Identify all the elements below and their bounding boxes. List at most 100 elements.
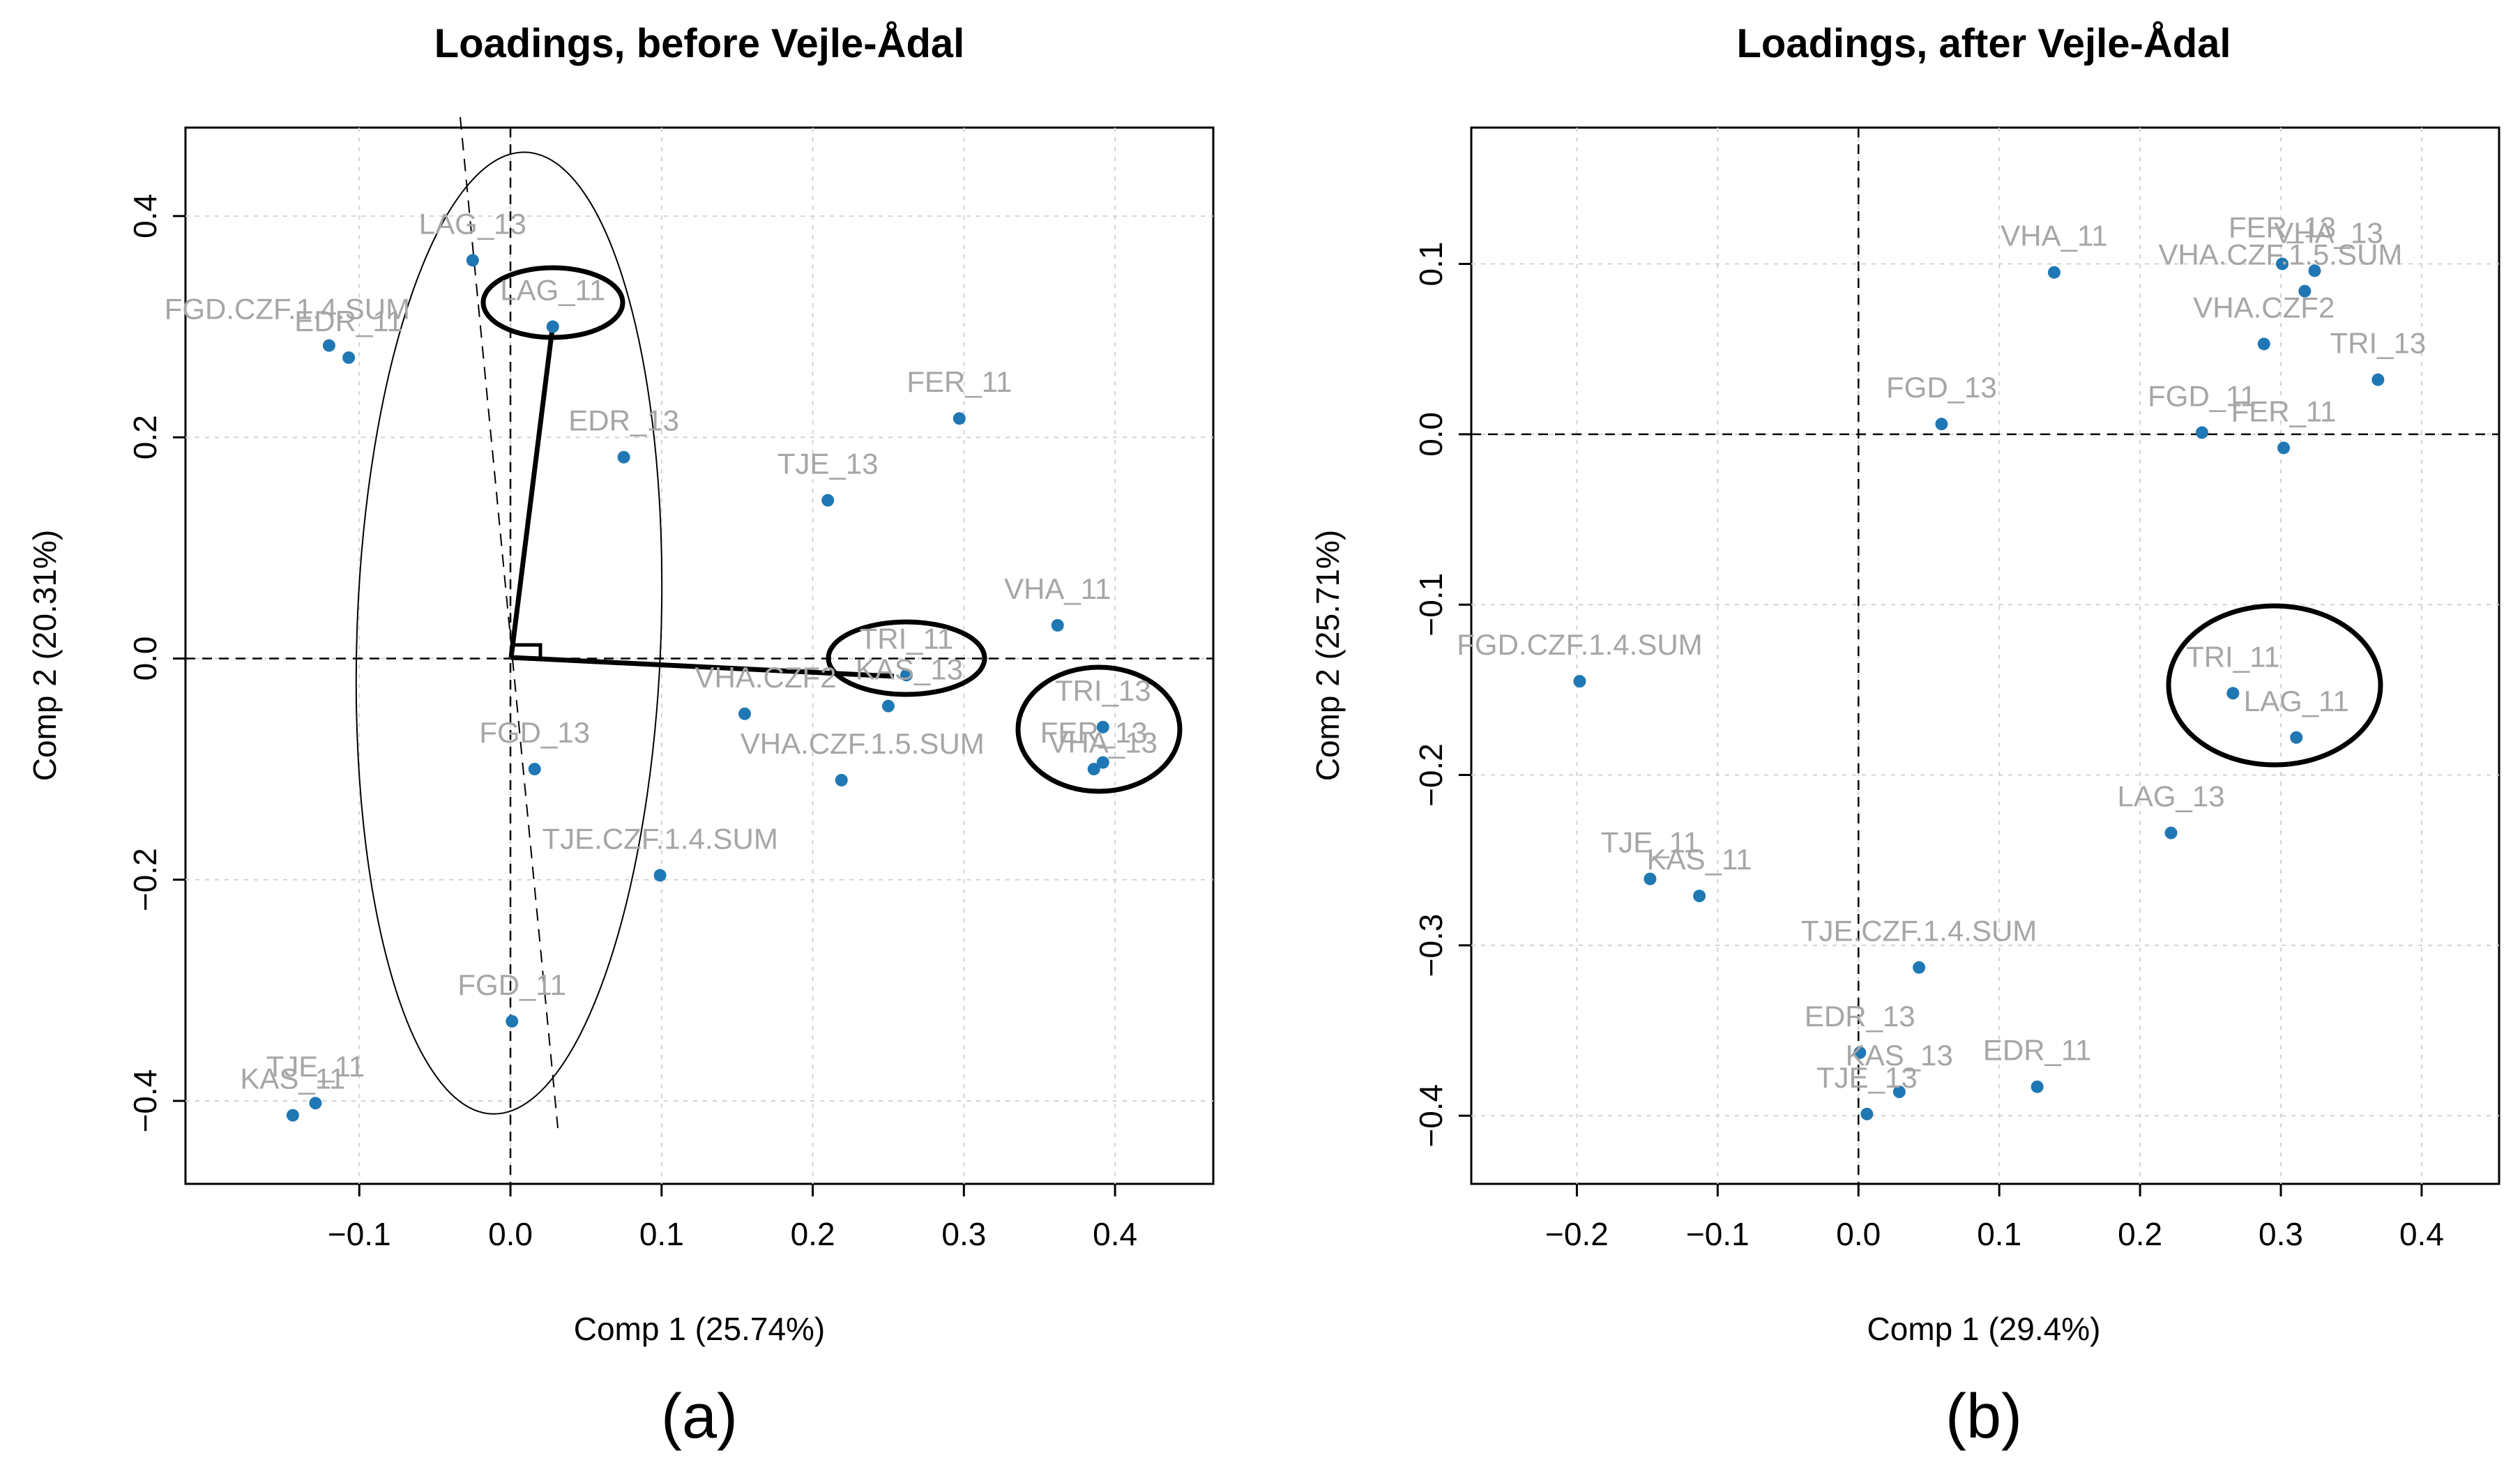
- panel-b-x-tick-label: −0.1: [1686, 1216, 1749, 1252]
- data-point: [1051, 618, 1064, 632]
- panel-b-x-tick-label: 0.3: [2259, 1216, 2303, 1252]
- panel-b-chart: Loadings, after Vejle-Ådal VHA_11 FER_13V…: [1310, 21, 2500, 1452]
- data-point: [821, 494, 835, 507]
- point-label: VHA.CZF.1.5.SUM: [741, 727, 985, 760]
- point-label: VHA.CZF2: [695, 661, 837, 694]
- panel-a-y-tick-label: −0.4: [127, 1070, 163, 1133]
- panel-a-annotations: [355, 116, 1183, 1129]
- panel-a-circle-tri11: [826, 619, 987, 697]
- panel-b-circle-tri11-lag11: [2166, 603, 2383, 768]
- panel-b-y-tick-label: −0.4: [1413, 1084, 1449, 1148]
- data-point: [2164, 826, 2178, 839]
- panel-b-title: Loadings, after Vejle-Ådal: [1736, 21, 2231, 66]
- panel-b-y-tick-label: −0.1: [1413, 573, 1449, 637]
- data-point: [617, 450, 630, 464]
- point-label: VHA.CZF.1.5.SUM: [2158, 238, 2402, 271]
- panel-a-right-angle-mark: [513, 643, 542, 659]
- panel-a-reference-lines: [185, 128, 1213, 1184]
- data-point: [2277, 441, 2291, 455]
- panel-b-reference-lines: [1471, 128, 2499, 1184]
- point-label: FER_13: [2229, 211, 2336, 243]
- data-point: [2031, 1080, 2044, 1093]
- point-label: TRI_13: [2330, 327, 2426, 360]
- panel-a-x-tick-label: 0.1: [639, 1216, 684, 1252]
- point-label: FGD_11: [2148, 379, 2256, 412]
- data-point: [546, 320, 559, 333]
- point-label: TRI_13: [1055, 674, 1151, 707]
- point-label: TRI_11: [2186, 640, 2280, 673]
- point-label: KAS_11: [1647, 843, 1752, 876]
- data-point: [322, 339, 335, 352]
- panel-a-x-tick-label: 0.4: [1093, 1216, 1137, 1252]
- point-label: EDR_11: [294, 305, 403, 337]
- panel-b-y-tick-label: −0.2: [1413, 743, 1449, 807]
- data-point: [653, 869, 667, 882]
- point-label: FGD_11: [457, 968, 566, 1001]
- data-point: [1096, 720, 1109, 733]
- panel-b-y-tick-label: 0.0: [1413, 412, 1449, 457]
- panel-a-y-tick-label: 0.0: [127, 636, 163, 680]
- point-label: VHA_13: [1049, 726, 1157, 759]
- data-point: [1892, 1086, 1906, 1099]
- data-point: [2047, 266, 2060, 279]
- data-point: [2195, 426, 2208, 439]
- point-label: VHA_11: [2001, 220, 2107, 252]
- panel-a-x-tick-label: 0.3: [941, 1216, 986, 1252]
- point-label: KAS_13: [856, 653, 963, 686]
- panel-a-grid: [185, 128, 1213, 1184]
- data-point: [1087, 763, 1100, 776]
- point-label: TJE_11: [1601, 826, 1700, 859]
- point-label: FER_13: [1040, 716, 1148, 749]
- point-label: FGD.CZF.1.4.SUM: [1457, 628, 1702, 661]
- point-label: TJE_13: [777, 448, 879, 480]
- point-label: TJE.CZF.1.4.SUM: [1801, 915, 2037, 948]
- point-label: LAG_13: [2117, 780, 2224, 813]
- point-label: FGD_13: [1886, 371, 1997, 404]
- data-point: [2290, 731, 2303, 744]
- data-point: [2226, 687, 2240, 700]
- panel-b-x-tick-label: −0.2: [1545, 1216, 1609, 1252]
- point-label: VHA.CZF2: [2193, 291, 2335, 324]
- panel-b-y-ticks: −0.4 −0.3 −0.2 −0.1 0.0 0.1: [1413, 242, 1471, 1148]
- data-point: [900, 669, 913, 682]
- panel-a-circle-lag11: [480, 265, 625, 340]
- data-point: [952, 412, 966, 425]
- panel-a-y-tick-label: 0.4: [127, 194, 163, 238]
- point-label: TJE_13: [1816, 1061, 1918, 1094]
- panel-a-large-ellipse: [355, 151, 663, 1115]
- point-label: TRI_11: [860, 622, 954, 655]
- point-label: LAG_11: [500, 274, 605, 307]
- panel-a-circle-group13: [1015, 664, 1183, 794]
- data-point: [2308, 264, 2321, 277]
- data-point: [1644, 872, 1657, 885]
- data-point: [1935, 418, 1948, 431]
- data-point: [2371, 373, 2385, 386]
- point-label: KAS_13: [1846, 1039, 1953, 1072]
- point-label: FER_11: [906, 365, 1012, 398]
- panel-a-y-ticks: −0.4 −0.2 0.0 0.2 0.4: [127, 194, 185, 1132]
- data-point: [1853, 1046, 1867, 1059]
- point-label: LAG_11: [2244, 685, 2349, 717]
- panel-b-x-tick-label: 0.1: [1977, 1216, 2021, 1252]
- data-point: [1096, 756, 1109, 769]
- panel-a-title: Loadings, before Vejle-Ådal: [434, 21, 965, 66]
- panel-a-x-tick-label: 0.0: [488, 1216, 533, 1252]
- panel-b-caption: (b): [1945, 1382, 2022, 1452]
- data-point: [466, 254, 479, 267]
- data-point: [2257, 337, 2270, 351]
- data-point: [1693, 890, 1706, 903]
- panel-a-ellipse-axis: [460, 116, 559, 1129]
- point-label: FGD.CZF.1.4.SUM: [165, 293, 410, 326]
- panel-b-grid: [1471, 128, 2499, 1184]
- panel-b-x-ticks: −0.2 −0.1 0.0 0.1 0.2 0.3 0.4: [1545, 1184, 2444, 1252]
- panel-a-vector-tri11: [510, 655, 895, 679]
- panel-a-y-tick-label: 0.2: [127, 415, 163, 459]
- panel-a-chart: Loadings, before Vejle-Ådal LAG_13 LAG_11…: [26, 21, 1215, 1452]
- point-label: KAS_11: [240, 1063, 345, 1095]
- panel-a-plot-frame: [184, 126, 1215, 1185]
- panel-a-x-label: Comp 1 (25.74%): [574, 1311, 826, 1347]
- panel-b-x-tick-label: 0.2: [2118, 1216, 2162, 1252]
- panel-b-y-tick-label: −0.3: [1413, 913, 1449, 977]
- point-label: FGD_13: [479, 716, 590, 749]
